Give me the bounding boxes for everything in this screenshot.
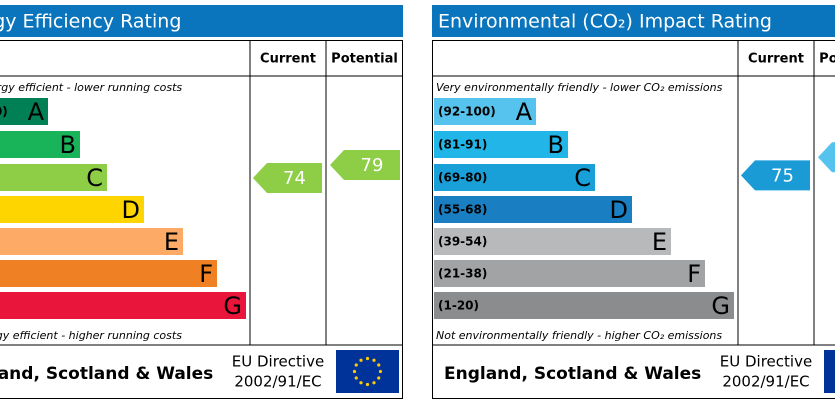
top-note: Very energy efficient - lower running co… [0,81,182,94]
column-header: Potential [819,52,835,67]
column-header: Current [748,52,804,67]
eu-star [354,376,358,380]
band-letter: B [548,131,564,159]
band-bar [0,260,217,287]
band-letter: D [610,196,628,224]
eu-star [372,358,376,362]
bottom-note: Not energy efficient - higher running co… [0,329,182,342]
directive: EU Directive [720,353,812,371]
panel-title: Energy Efficiency Rating [0,11,181,33]
band-letter: E [652,228,667,256]
eu-star [378,369,383,374]
eu-star [365,356,370,361]
band-range: (81-91) [438,138,487,152]
band-bar [434,292,734,319]
band-bar [0,98,48,125]
band-range: (92-100) [0,105,8,119]
eu-star [359,381,363,385]
band-letter: B [60,131,76,159]
band-letter: G [711,292,730,320]
eu-flag [336,350,399,393]
band-letter: E [164,228,179,256]
epc-panel: Environmental (CO₂) Impact Rating Current… [432,5,835,399]
band-bar [0,131,80,158]
directive: 2002/91/EC [234,373,321,391]
frame [0,40,403,399]
band-bar [0,164,107,191]
frame [432,40,835,399]
column-header: Potential [331,52,398,67]
eu-star [377,376,381,380]
rating-value: 74 [283,168,306,189]
band-letter: G [223,292,242,320]
band-bar [434,260,705,287]
region: England, Scotland & Wales [444,364,701,384]
eu-star [354,363,358,367]
band-bar [0,292,246,319]
band-bar [434,196,632,223]
rating-arrow [741,160,810,191]
eu-star [377,363,381,367]
band-letter: C [86,164,103,192]
band-bar [0,228,183,255]
eu-flag [824,350,835,393]
band-bar [0,196,144,223]
directive: 2002/91/EC [722,373,809,391]
region: England, Scotland & Wales [0,364,213,384]
eu-star [352,369,357,374]
rating-value: 79 [361,155,384,176]
band-bar [434,228,671,255]
band-range: (1-20) [438,299,479,313]
top-note: Very environmentally friendly - lower CO… [436,81,723,94]
band-range: (69-80) [438,171,487,185]
bottom-note: Not environmentally friendly - higher CO… [436,329,722,342]
rating-arrow [330,150,400,180]
rating-arrow [253,163,322,193]
band-range: (39-54) [438,235,487,249]
band-letter: F [687,260,701,288]
band-bar [434,164,595,191]
column-header: Current [260,52,316,67]
band-letter: A [516,98,533,126]
band-letter: A [28,98,45,126]
band-range: (55-68) [438,203,487,217]
panel-title: Environmental (CO₂) Impact Rating [438,11,772,33]
band-bar [434,131,568,158]
eu-star [372,381,376,385]
eu-star [359,358,363,362]
band-range: (92-100) [438,105,496,119]
eu-star [365,382,370,387]
band-range: (21-38) [438,267,487,281]
band-bar [434,98,536,125]
band-letter: F [199,260,213,288]
band-letter: C [574,164,591,192]
rating-arrow [818,142,835,173]
directive: EU Directive [232,353,324,371]
epc-panel: Energy Efficiency Rating Current Potential… [0,5,403,399]
title-bar [432,5,835,37]
title-bar [0,5,403,37]
rating-value: 75 [771,165,794,186]
band-letter: D [122,196,140,224]
